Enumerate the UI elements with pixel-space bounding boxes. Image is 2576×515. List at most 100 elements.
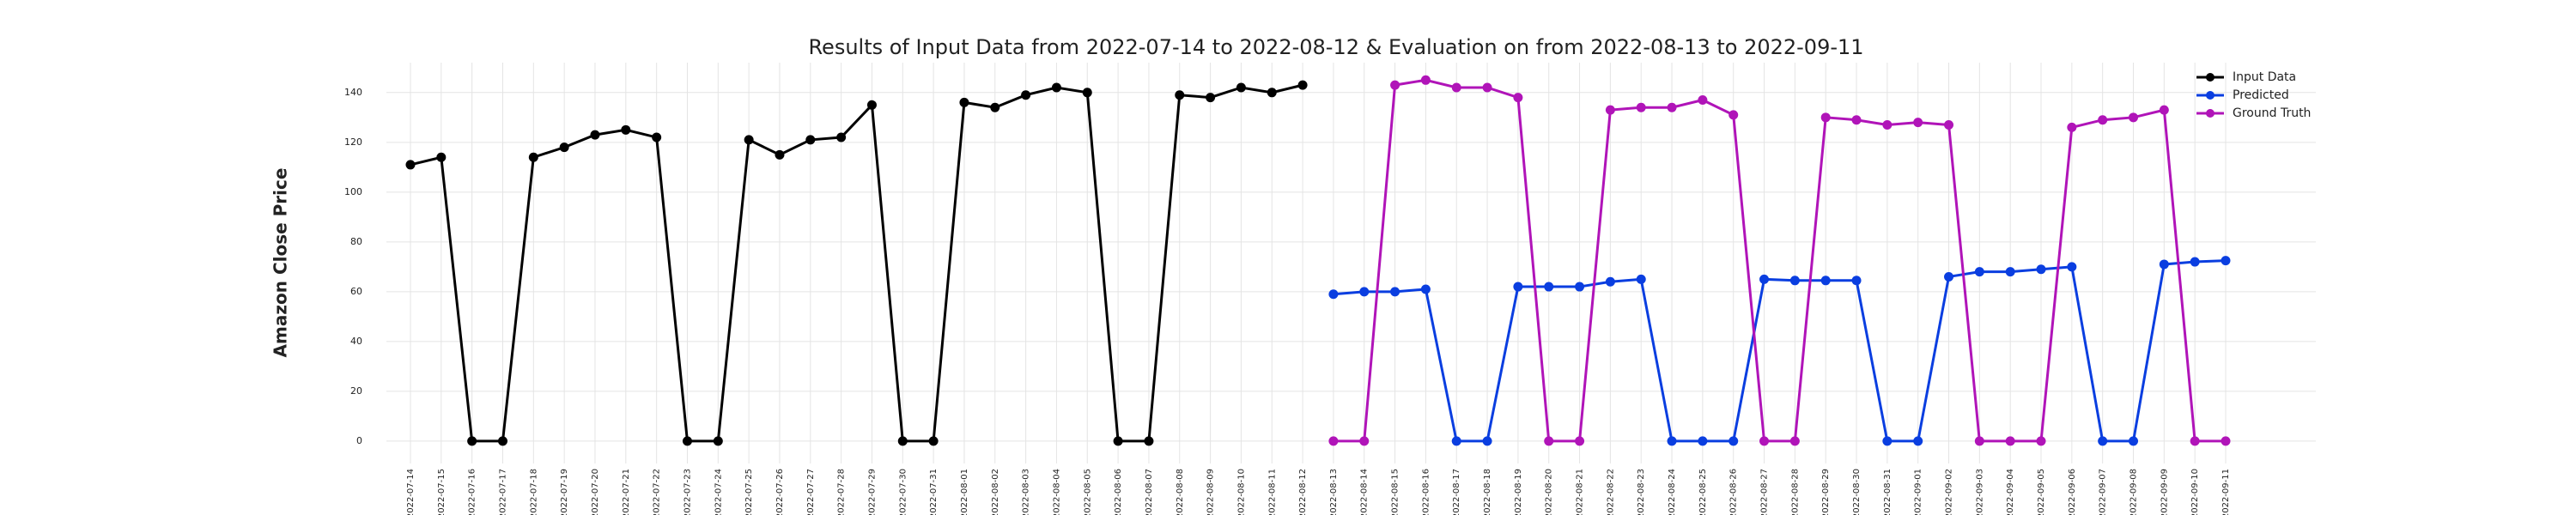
- x-tick-label: 2022-08-09: [1206, 469, 1216, 515]
- legend-marker: [2206, 91, 2215, 100]
- data-point: [590, 130, 600, 140]
- x-tick-label: 2022-09-10: [2190, 469, 2200, 515]
- y-tick-label: 40: [350, 336, 362, 347]
- x-tick-label: 2022-09-02: [1945, 469, 1954, 515]
- x-tick-label: 2022-08-10: [1236, 469, 1246, 515]
- data-point: [1328, 436, 1339, 446]
- x-tick-label: 2022-07-25: [744, 469, 754, 515]
- x-tick-label: 2022-08-29: [1821, 469, 1831, 515]
- data-point: [1051, 82, 1061, 93]
- x-tick-label: 2022-08-11: [1267, 469, 1277, 515]
- data-point: [1328, 289, 1339, 300]
- x-tick-label: 2022-08-08: [1176, 469, 1185, 515]
- y-tick-label: 0: [356, 435, 362, 446]
- x-tick-label: 2022-08-07: [1145, 469, 1154, 515]
- legend-marker: [2206, 109, 2215, 118]
- data-point: [775, 149, 785, 160]
- data-point: [1667, 436, 1677, 446]
- data-point: [1974, 267, 1984, 277]
- data-point: [1944, 120, 1954, 130]
- y-tick-label: 100: [344, 186, 362, 197]
- data-point: [2036, 264, 2046, 275]
- y-tick-label: 60: [350, 286, 362, 297]
- data-point: [1789, 436, 1800, 446]
- data-point: [2190, 436, 2200, 446]
- x-tick-label: 2022-08-04: [1052, 469, 1061, 515]
- x-tick-label: 2022-07-30: [898, 469, 908, 515]
- y-tick-label: 80: [350, 236, 362, 247]
- data-point: [682, 436, 692, 446]
- x-tick-label: 2022-07-28: [837, 469, 847, 515]
- data-point: [1390, 287, 1400, 297]
- data-point: [866, 100, 877, 110]
- data-point: [405, 160, 416, 170]
- y-axis-label: Amazon Close Price: [270, 168, 291, 358]
- data-point: [1605, 276, 1615, 287]
- legend-marker: [2206, 73, 2215, 82]
- data-point: [1420, 75, 1431, 85]
- data-point: [1851, 115, 1862, 125]
- data-point: [959, 97, 969, 107]
- x-tick-label: 2022-08-02: [991, 469, 1000, 515]
- data-point: [1575, 282, 1585, 292]
- data-point: [1851, 276, 1862, 286]
- data-point: [1513, 282, 1523, 292]
- data-point: [1206, 93, 1216, 103]
- data-point: [2005, 267, 2015, 277]
- data-point: [990, 102, 1000, 112]
- x-tick-label: 2022-08-15: [1391, 469, 1400, 515]
- x-tick-label: 2022-07-19: [560, 469, 569, 515]
- data-point: [1359, 287, 1370, 297]
- x-tick-label: 2022-08-23: [1637, 469, 1646, 515]
- x-tick-label: 2022-09-08: [2129, 469, 2139, 515]
- x-tick-label: 2022-08-06: [1114, 469, 1123, 515]
- x-tick-label: 2022-07-29: [867, 469, 877, 515]
- data-point: [2190, 257, 2200, 267]
- x-tick-label: 2022-08-21: [1576, 469, 1585, 515]
- data-point: [1667, 102, 1677, 112]
- x-tick-label: 2022-09-11: [2221, 469, 2231, 515]
- data-point: [1575, 436, 1585, 446]
- data-point: [1789, 276, 1800, 286]
- x-tick-label: 2022-08-22: [1606, 469, 1615, 515]
- data-point: [1144, 436, 1154, 446]
- x-tick-label: 2022-08-05: [1083, 469, 1092, 515]
- data-point: [2159, 105, 2169, 115]
- x-tick-label: 2022-08-26: [1729, 469, 1739, 515]
- data-point: [1236, 82, 1246, 93]
- data-point: [2036, 436, 2046, 446]
- legend-label: Input Data: [2233, 70, 2296, 84]
- data-point: [559, 142, 569, 153]
- data-point: [1513, 93, 1523, 103]
- data-point: [621, 124, 631, 135]
- x-tick-label: 2022-09-04: [2006, 469, 2015, 515]
- data-point: [2098, 436, 2108, 446]
- data-point: [1820, 112, 1831, 123]
- data-point: [528, 152, 538, 162]
- data-point: [1636, 102, 1646, 112]
- data-point: [1728, 436, 1739, 446]
- data-point: [897, 436, 908, 446]
- data-point: [1820, 276, 1831, 286]
- x-tick-label: 2022-07-17: [498, 469, 507, 515]
- y-tick-label: 140: [344, 87, 362, 98]
- data-point: [1113, 436, 1123, 446]
- data-point: [1913, 118, 1923, 128]
- chart-title: Results of Input Data from 2022-07-14 to…: [808, 35, 1863, 59]
- data-point: [1482, 436, 1492, 446]
- x-tick-label: 2022-07-20: [591, 469, 600, 515]
- x-tick-label: 2022-08-28: [1790, 469, 1800, 515]
- x-tick-label: 2022-08-12: [1298, 469, 1308, 515]
- x-tick-label: 2022-08-18: [1483, 469, 1492, 515]
- x-tick-label: 2022-08-01: [960, 469, 969, 515]
- data-point: [1759, 436, 1770, 446]
- data-point: [1882, 436, 1893, 446]
- y-tick-label: 120: [344, 136, 362, 148]
- data-point: [1390, 80, 1400, 90]
- x-tick-label: 2022-07-27: [806, 469, 816, 515]
- data-point: [836, 132, 847, 142]
- x-tick-label: 2022-09-06: [2068, 469, 2077, 515]
- x-tick-label: 2022-08-25: [1698, 469, 1708, 515]
- x-tick-label: 2022-07-26: [775, 469, 785, 515]
